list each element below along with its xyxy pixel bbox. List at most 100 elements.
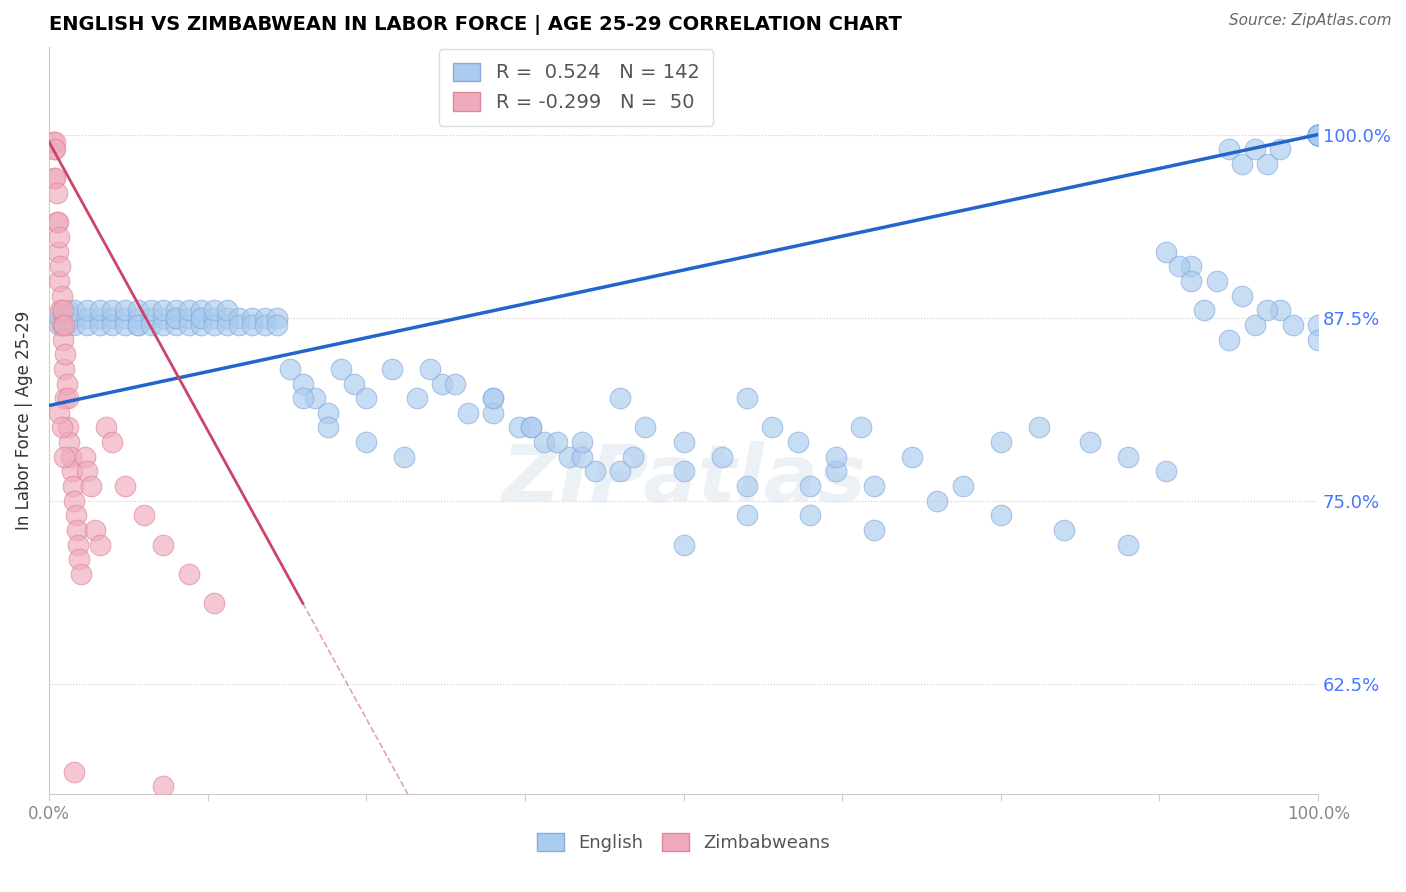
Point [253, 310, 276, 325]
Point [799, 479, 821, 493]
Point [1205, 274, 1227, 288]
Point [139, 318, 162, 332]
Point [419, 362, 441, 376]
Point [1308, 128, 1330, 142]
Point [558, 450, 581, 464]
Point [101, 318, 124, 332]
Point [1180, 274, 1202, 288]
Point [63, 493, 86, 508]
Point [152, 538, 174, 552]
Point [356, 435, 378, 450]
Point [1268, 303, 1291, 318]
Point [990, 508, 1012, 523]
Point [114, 303, 136, 318]
Point [89, 318, 111, 332]
Point [127, 318, 149, 332]
Point [761, 420, 783, 434]
Point [1308, 333, 1330, 347]
Point [863, 479, 886, 493]
Point [316, 406, 339, 420]
Point [66, 523, 89, 537]
Text: ENGLISH VS ZIMBABWEAN IN LABOR FORCE | AGE 25-29 CORRELATION CHART: ENGLISH VS ZIMBABWEAN IN LABOR FORCE | A… [49, 15, 901, 35]
Point [253, 318, 276, 332]
Point [67, 538, 90, 552]
Point [127, 318, 149, 332]
Point [76, 465, 98, 479]
Point [278, 362, 301, 376]
Point [190, 310, 212, 325]
Point [177, 318, 200, 332]
Point [114, 479, 136, 493]
Point [51, 288, 73, 302]
Point [56, 391, 79, 405]
Point [215, 303, 238, 318]
Point [127, 310, 149, 325]
Point [316, 420, 339, 434]
Point [672, 465, 695, 479]
Point [63, 303, 86, 318]
Point [1243, 318, 1265, 332]
Point [114, 310, 136, 325]
Point [799, 508, 821, 523]
Point [215, 318, 238, 332]
Point [786, 435, 808, 450]
Point [63, 764, 86, 779]
Point [134, 508, 156, 523]
Point [58, 435, 80, 450]
Point [52, 303, 75, 318]
Point [44, 135, 66, 149]
Text: Source: ZipAtlas.com: Source: ZipAtlas.com [1229, 13, 1392, 29]
Point [89, 310, 111, 325]
Point [42, 142, 65, 156]
Point [571, 435, 593, 450]
Point [381, 362, 404, 376]
Point [165, 318, 187, 332]
Point [63, 310, 86, 325]
Point [1230, 288, 1253, 302]
Point [406, 391, 429, 405]
Point [46, 215, 69, 229]
Point [851, 420, 873, 434]
Point [1281, 318, 1303, 332]
Point [266, 310, 288, 325]
Point [342, 376, 364, 391]
Point [1180, 260, 1202, 274]
Point [240, 318, 263, 332]
Point [55, 391, 77, 405]
Point [1256, 157, 1278, 171]
Point [621, 450, 644, 464]
Point [56, 420, 79, 434]
Point [76, 303, 98, 318]
Point [44, 171, 66, 186]
Point [52, 318, 75, 332]
Point [67, 552, 90, 566]
Point [46, 244, 69, 259]
Point [508, 420, 530, 434]
Point [202, 318, 225, 332]
Point [165, 310, 187, 325]
Point [62, 479, 84, 493]
Point [202, 310, 225, 325]
Point [51, 318, 73, 332]
Point [83, 523, 105, 537]
Point [1308, 128, 1330, 142]
Point [101, 435, 124, 450]
Point [48, 230, 70, 244]
Point [634, 420, 657, 434]
Point [56, 303, 79, 318]
Point [520, 420, 543, 434]
Point [546, 435, 568, 450]
Point [228, 318, 250, 332]
Point [52, 333, 75, 347]
Point [80, 479, 103, 493]
Point [94, 420, 117, 434]
Point [55, 310, 77, 325]
Point [609, 391, 631, 405]
Point [53, 362, 76, 376]
Point [1192, 303, 1215, 318]
Text: ZIPatlas: ZIPatlas [501, 441, 866, 519]
Point [69, 566, 91, 581]
Point [55, 347, 77, 361]
Point [139, 310, 162, 325]
Point [1218, 142, 1240, 156]
